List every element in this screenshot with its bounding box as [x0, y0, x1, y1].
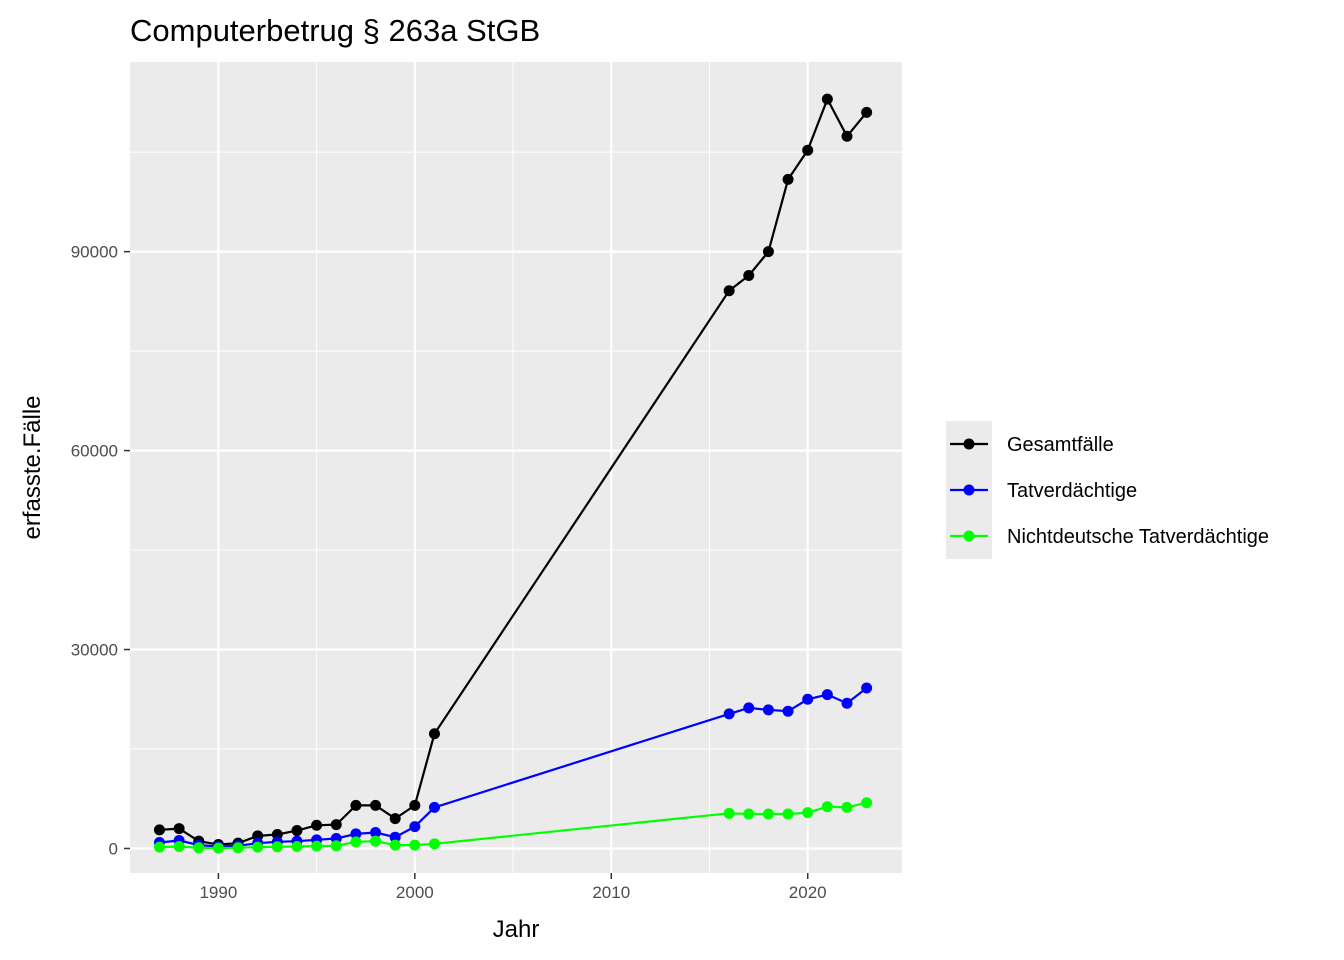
data-point-series-0 [330, 819, 342, 831]
data-point-series-2 [212, 842, 224, 854]
y-tick-label: 30000 [71, 641, 118, 660]
data-point-series-2 [802, 807, 814, 819]
data-point-series-0 [173, 823, 185, 835]
data-point-series-2 [330, 840, 342, 852]
data-point-series-0 [389, 813, 401, 825]
data-point-series-2 [291, 840, 303, 852]
data-point-series-0 [291, 825, 303, 837]
data-point-series-1 [350, 828, 362, 840]
data-point-series-2 [311, 840, 323, 852]
data-point-series-2 [861, 797, 873, 809]
data-point-series-2 [370, 835, 382, 847]
legend-label-2: Nichtdeutsche Tatverdächtige [1007, 526, 1269, 548]
y-tick-label: 0 [109, 839, 118, 858]
data-point-series-2 [762, 808, 774, 820]
x-tick-label: 2010 [592, 883, 630, 902]
axes-layer: 1990 2000 2010 2020 0 30000 60000 90000 [71, 243, 827, 902]
data-point-series-1 [370, 827, 382, 839]
data-point-series-2 [743, 808, 755, 820]
legend-label-1: Tatverdächtige [1007, 480, 1137, 502]
y-tick-label: 60000 [71, 442, 118, 461]
data-point-series-1 [409, 821, 421, 833]
data-point-series-0 [802, 144, 814, 156]
legend-key-point-2 [963, 530, 975, 542]
data-point-series-1 [743, 702, 755, 714]
minor-gridlines [130, 62, 902, 873]
data-point-series-0 [311, 819, 323, 831]
x-tick-label: 2020 [789, 883, 827, 902]
x-axis-title: Jahr [493, 916, 540, 943]
data-point-series-0 [861, 106, 873, 118]
y-tick-label: 90000 [71, 243, 118, 262]
data-point-series-1 [428, 801, 440, 813]
data-point-series-1 [782, 705, 794, 717]
data-point-series-2 [782, 808, 794, 820]
data-point-series-2 [153, 841, 165, 853]
legend: Gesamtfälle Tatverdächtige Nichtdeutsche T… [946, 421, 1269, 559]
data-point-series-0 [762, 246, 774, 258]
legend-key-point-0 [963, 438, 975, 450]
data-point-series-0 [153, 824, 165, 836]
chart-title: Computerbetrug § 263a StGB [130, 13, 540, 48]
data-point-series-2 [821, 801, 833, 813]
data-point-series-0 [821, 93, 833, 105]
data-point-series-1 [762, 704, 774, 716]
legend-key-point-1 [963, 484, 975, 496]
data-point-series-0 [428, 728, 440, 740]
data-point-series-2 [232, 842, 244, 854]
data-point-series-2 [409, 839, 421, 851]
data-point-series-1 [389, 831, 401, 843]
data-point-series-2 [428, 838, 440, 850]
legend-label-0: Gesamtfälle [1007, 434, 1114, 456]
data-point-series-2 [193, 842, 205, 854]
data-point-series-2 [252, 841, 264, 853]
data-point-series-1 [841, 697, 853, 709]
y-axis-title: erfasste.Fälle [19, 395, 46, 539]
data-point-series-2 [271, 841, 283, 853]
data-point-series-0 [409, 799, 421, 811]
data-point-series-2 [173, 840, 185, 852]
data-point-series-0 [350, 799, 362, 811]
plot-panel [130, 62, 902, 873]
data-point-series-0 [782, 173, 794, 185]
data-point-series-2 [389, 839, 401, 851]
data-point-series-2 [841, 801, 853, 813]
x-tick-label: 1990 [199, 883, 237, 902]
data-point-series-0 [841, 130, 853, 142]
data-point-series-1 [802, 693, 814, 705]
data-point-series-0 [723, 285, 735, 297]
data-point-series-1 [861, 682, 873, 694]
data-point-series-0 [743, 270, 755, 282]
data-point-series-1 [821, 689, 833, 701]
data-point-series-2 [723, 807, 735, 819]
data-point-series-0 [370, 799, 382, 811]
series-layer [153, 93, 873, 854]
x-tick-label: 2000 [396, 883, 434, 902]
data-point-series-1 [723, 708, 735, 720]
data-point-series-2 [350, 836, 362, 848]
